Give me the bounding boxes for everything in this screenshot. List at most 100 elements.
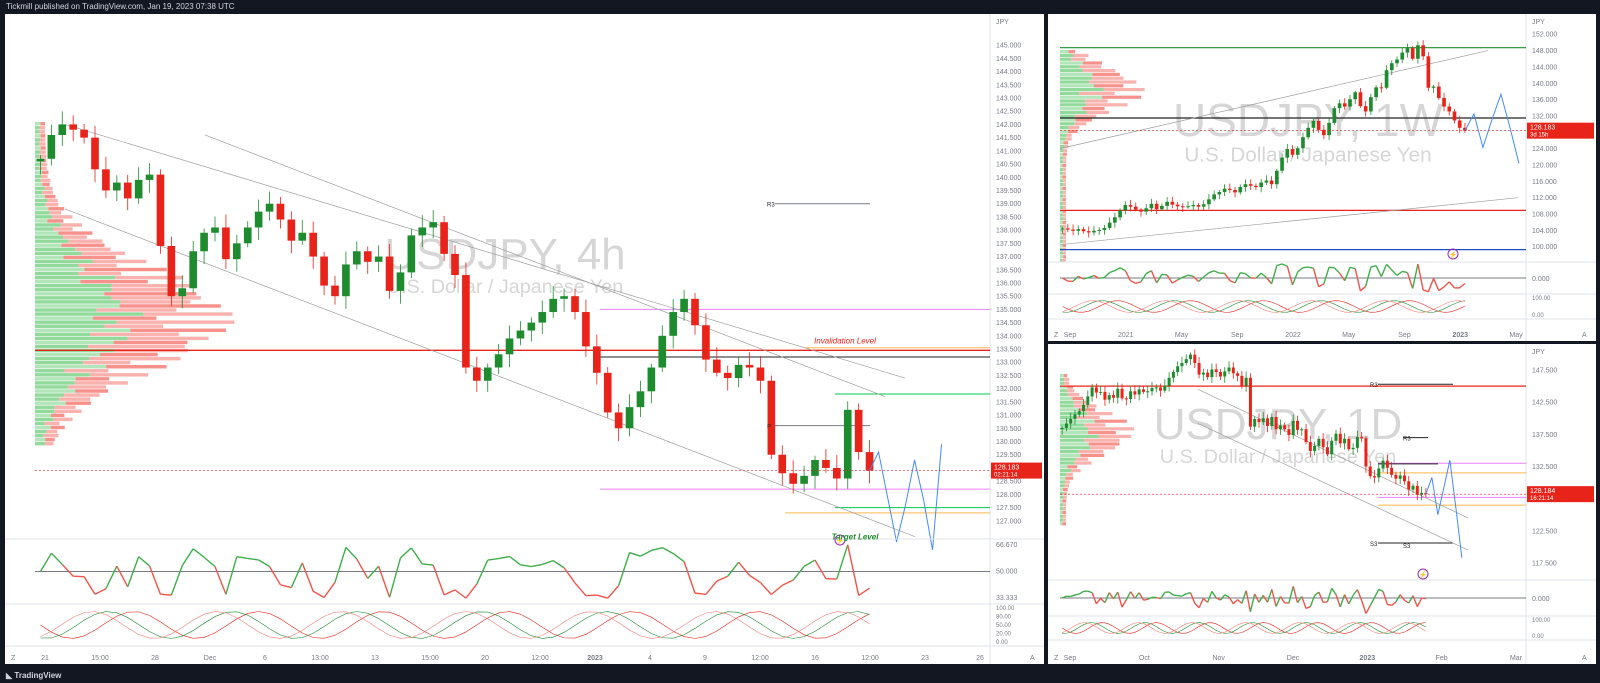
- auto-scale-badge[interactable]: A: [1582, 655, 1587, 662]
- chart-panel-daily[interactable]: JPY USDJPY, 1D U.S. Dollar / Japanese Yen 1…: [1048, 344, 1596, 664]
- chart-daily-canvas[interactable]: JPY USDJPY, 1DU.S. Dollar / Japanese Yen 1…: [1048, 344, 1596, 664]
- auto-scale-badge[interactable]: A: [1582, 332, 1587, 339]
- zoom-badge[interactable]: Z: [1054, 332, 1059, 339]
- candle-body: [1160, 205, 1164, 210]
- volume-profile-buy-bar: [1060, 431, 1089, 435]
- y-tick-label: 127.500: [996, 505, 1021, 512]
- candle-body: [1171, 372, 1175, 378]
- volume-profile-buy-bar: [1060, 72, 1093, 76]
- volume-profile-buy-bar: [1060, 88, 1104, 92]
- y-tick-label: 152.000: [1532, 32, 1557, 39]
- rsi-line: [410, 547, 423, 565]
- volume-profile-sell-bar: [1063, 255, 1066, 259]
- candle-body: [483, 367, 492, 381]
- volume-profile-sell-bar: [39, 130, 46, 134]
- rsi-line: [39, 552, 52, 572]
- candle-body: [1176, 366, 1180, 372]
- rsi-line: [1211, 591, 1217, 599]
- stochastic-line: [40, 611, 870, 639]
- volume-profile-buy-bar: [35, 429, 47, 434]
- volume-profile-buy-bar: [1060, 76, 1092, 80]
- candle-body: [1295, 420, 1299, 430]
- rsi-line: [759, 582, 772, 595]
- candle-body: [1325, 447, 1329, 455]
- candle-body: [36, 158, 45, 162]
- y-tick-label: 124.000: [1532, 146, 1557, 153]
- y-tick-label: 136.000: [996, 280, 1021, 287]
- x-tick-label: 21: [41, 655, 49, 662]
- volume-profile-sell-bar: [78, 271, 121, 276]
- rsi-line: [596, 594, 608, 599]
- y-tick-label: 141.000: [996, 148, 1021, 155]
- candle-body: [276, 203, 285, 220]
- volume-profile-sell-bar: [88, 344, 185, 349]
- y-tick-label: 130.000: [996, 439, 1021, 446]
- volume-profile-buy-bar: [35, 166, 40, 170]
- volume-profile-sell-bar: [1063, 217, 1066, 221]
- volume-profile-sell-bar: [44, 441, 54, 446]
- volume-profile-sell-bar: [1063, 160, 1067, 164]
- volume-profile-sell-bar: [75, 247, 111, 251]
- volume-profile-sell-bar: [1062, 510, 1067, 514]
- rsi-line: [160, 593, 172, 596]
- rsi-line: [716, 575, 729, 582]
- volume-profile-buy-bar: [1060, 50, 1069, 54]
- zoom-badge[interactable]: Z: [1054, 655, 1059, 662]
- candle-body: [1227, 188, 1232, 190]
- projection-path: [1425, 459, 1463, 558]
- candle-body: [1066, 228, 1070, 230]
- volume-profile-sell-bar: [1088, 80, 1137, 84]
- tradingview-logo[interactable]: ◣ TradingView: [6, 668, 61, 683]
- rsi-line: [1237, 599, 1243, 604]
- candle-body: [1123, 205, 1128, 211]
- rsi-line: [1318, 591, 1324, 603]
- volume-profile-sell-bar: [92, 259, 147, 264]
- volume-profile-sell-bar: [1063, 514, 1067, 518]
- y-tick-label: 132.000: [996, 386, 1021, 393]
- chart-panel-4h[interactable]: JPY USDJPY, 4h U.S. Dollar / Japanese Yen 1…: [5, 14, 1044, 664]
- rsi-line: [432, 564, 445, 596]
- candle-body: [1149, 203, 1154, 209]
- auto-scale-badge[interactable]: A: [1030, 655, 1035, 662]
- volume-profile-sell-bar: [100, 352, 158, 357]
- rsi-line: [1438, 286, 1445, 292]
- volume-profile-buy-bar: [1060, 381, 1065, 385]
- x-tick-label: 13: [371, 655, 379, 662]
- rsi-line: [1421, 597, 1426, 600]
- rsi-line: [388, 557, 402, 598]
- rsi-line: [1177, 276, 1184, 281]
- candle-body: [331, 285, 339, 297]
- rsi-line: [94, 588, 107, 595]
- candle-body: [1116, 388, 1120, 398]
- volume-profile-sell-bar: [84, 267, 167, 272]
- rsi-line: [1312, 268, 1320, 287]
- volume-profile-sell-bar: [1062, 243, 1066, 247]
- rsi-line: [1224, 272, 1231, 281]
- volume-profile-sell-bar: [1068, 129, 1078, 133]
- candle-body: [1264, 180, 1269, 183]
- candle-body: [1210, 369, 1214, 378]
- rsi-line: [1331, 587, 1337, 595]
- rsi-line: [814, 559, 827, 580]
- rsi-line: [1406, 272, 1414, 289]
- zoom-badge[interactable]: Z: [11, 655, 16, 662]
- rsi-line: [1208, 270, 1215, 274]
- volume-profile-buy-bar: [35, 352, 101, 357]
- y-tick-label: 132.500: [996, 373, 1021, 380]
- stochastic-tick-label: 20.00: [996, 632, 1012, 638]
- rsi-line: [50, 552, 63, 565]
- rsi-line: [1255, 272, 1262, 279]
- candle-body: [1227, 367, 1231, 372]
- rsi-line: [1224, 594, 1230, 598]
- volume-profile-buy-bar: [1060, 469, 1072, 473]
- volume-profile-buy-bar: [1060, 240, 1064, 244]
- candle-body: [843, 409, 852, 479]
- volume-profile-sell-bar: [1062, 221, 1066, 225]
- chart-panel-weekly[interactable]: JPY USDJPY, 1W U.S. Dollar / Japanese Yen 1…: [1048, 14, 1596, 341]
- lightning-event-glyph: ⚡: [1449, 250, 1458, 259]
- volume-profile-sell-bar: [1071, 469, 1081, 473]
- volume-profile-sell-bar: [1062, 213, 1066, 217]
- chart-4h-canvas[interactable]: JPY USDJPY, 4hU.S. Dollar / Japanese Yen 1…: [5, 14, 1044, 664]
- rsi-line: [443, 589, 456, 596]
